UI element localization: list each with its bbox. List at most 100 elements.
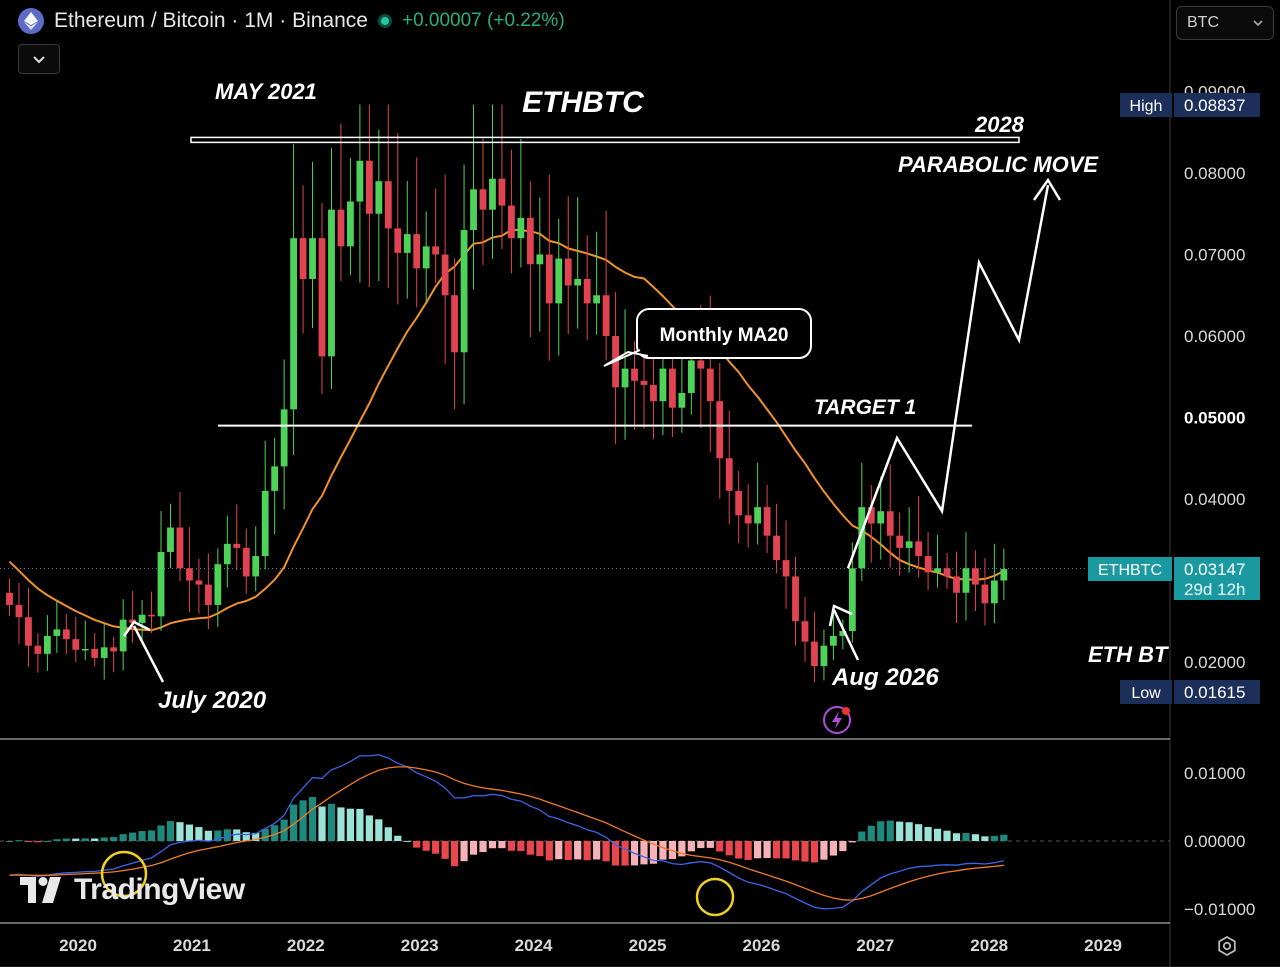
candle-body: [915, 541, 923, 557]
candle-body: [280, 409, 288, 467]
macd-histogram-bar: [318, 806, 326, 841]
candle: [233, 504, 241, 571]
candle: [735, 470, 743, 544]
macd-tick-label: 0.00000: [1184, 832, 1245, 851]
tradingview-wordmark: TradingView: [74, 873, 245, 906]
price-tick-label: 0.04000: [1184, 490, 1245, 509]
candle-body: [564, 258, 572, 286]
macd-histogram-bar: [593, 841, 601, 860]
candle-body: [81, 648, 89, 651]
candle-body: [460, 230, 468, 353]
last-value: 0.03147: [1184, 560, 1245, 579]
badge-label: High: [1130, 98, 1163, 115]
candle: [858, 462, 866, 582]
candle: [261, 440, 269, 570]
candle-body: [441, 254, 449, 296]
macd-histogram-bar: [754, 841, 762, 859]
macd-histogram-bar: [15, 840, 23, 842]
macd-histogram-bar: [858, 831, 866, 841]
lightning-alert-icon[interactable]: [822, 705, 852, 735]
candle: [6, 578, 13, 616]
candle: [81, 620, 89, 661]
candle: [773, 503, 780, 574]
candle: [508, 149, 515, 274]
chart-settings-button[interactable]: [1213, 932, 1241, 960]
currency-selector[interactable]: BTC: [1176, 6, 1274, 40]
candle: [811, 612, 818, 682]
macd-histogram-bar: [990, 835, 998, 841]
candle-body: [782, 560, 790, 577]
candle: [990, 543, 998, 624]
macd-histogram-bar: [422, 841, 430, 851]
candle: [356, 104, 364, 283]
macd-histogram-bar: [526, 841, 534, 855]
candle-body: [877, 511, 885, 524]
annotation-target-1: TARGET 1: [814, 396, 916, 419]
candles-layer: [6, 104, 1008, 682]
candle: [280, 359, 288, 510]
badge-value-bg: [1174, 93, 1260, 117]
macd-histogram-bar: [147, 830, 156, 841]
candle: [460, 164, 468, 405]
crossover-circle: [695, 877, 735, 917]
candle-body: [223, 543, 231, 565]
candle-body: [972, 568, 979, 585]
macd-histogram-bar: [791, 841, 800, 861]
gear-icon: [1218, 935, 1236, 957]
candle-body: [384, 181, 392, 229]
time-tick-label: 2027: [856, 936, 894, 955]
macd-histogram-bar: [356, 808, 364, 841]
candle-body: [555, 258, 563, 304]
macd-histogram-bar: [195, 827, 203, 841]
collapse-legend-button[interactable]: [18, 44, 60, 74]
macd-histogram-bar: [867, 825, 875, 841]
macd-histogram-bar: [24, 841, 33, 842]
candle-body: [744, 515, 752, 524]
chart-title: ETHBTC: [522, 86, 645, 119]
candle: [782, 520, 790, 609]
macd-histogram-bar: [5, 841, 14, 842]
macd-histogram-bar: [365, 815, 373, 841]
macd-histogram-bar: [574, 841, 582, 860]
candle-body: [167, 527, 174, 552]
candle-body: [479, 189, 487, 210]
macd-histogram-bar: [204, 830, 212, 841]
candle: [631, 341, 638, 430]
symbol-title[interactable]: Ethereum / Bitcoin · 1M · Binance: [54, 9, 368, 32]
candle-body: [716, 401, 724, 459]
price-tick-label: 0.08000: [1184, 164, 1245, 183]
candle-body: [422, 246, 430, 269]
macd-histogram-bar: [479, 841, 487, 853]
candle-body: [299, 238, 307, 279]
candle-body: [962, 568, 970, 593]
candle: [867, 484, 875, 563]
macd-histogram-bar: [91, 838, 99, 841]
macd-histogram-bar: [62, 838, 70, 841]
macd-histogram-bar: [971, 834, 980, 841]
candle: [943, 552, 951, 589]
candle-body: [659, 368, 667, 402]
macd-histogram-bar: [735, 841, 743, 859]
candle: [148, 591, 155, 634]
price-change: +0.00007 (+0.22%): [401, 10, 565, 31]
macd-histogram-bar: [896, 821, 904, 841]
candle-body: [905, 541, 913, 548]
macd-histogram-bar: [820, 841, 828, 860]
macd-histogram-bar: [460, 841, 468, 862]
price-badge: High 0.08837: [1120, 93, 1260, 117]
candle-body: [451, 295, 458, 353]
price-tick-label: 0.06000: [1184, 327, 1245, 346]
time-tick-label: 2020: [59, 936, 97, 955]
candle-body: [801, 621, 809, 642]
candle: [271, 437, 279, 535]
candle: [309, 161, 316, 329]
macd-histogram-bar: [829, 841, 837, 856]
badge-label: Low: [1131, 685, 1161, 702]
candle-body: [934, 568, 941, 573]
macd-histogram-bar: [81, 838, 89, 841]
candle: [100, 624, 108, 680]
macd-histogram-bar: [697, 841, 705, 849]
candle-body: [839, 631, 847, 636]
